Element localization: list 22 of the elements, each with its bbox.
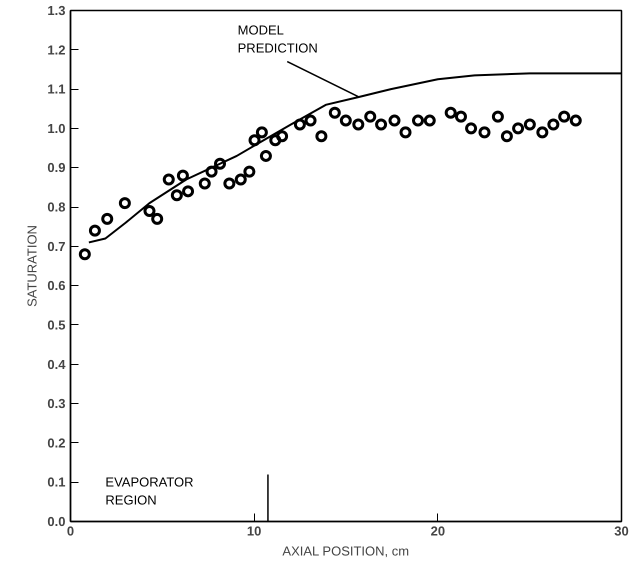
y-tick-label: 1.3 [47, 3, 66, 18]
x-tick-label: 0 [66, 524, 74, 538]
y-tick-label: 0.7 [47, 238, 66, 254]
y-tick-label: 1.0 [47, 120, 66, 136]
ref-line-label: EVAPORATOR REGION [105, 474, 194, 508]
y-tick-label: 0.3 [47, 396, 66, 412]
y-axis-title: SATURATION [24, 225, 40, 307]
y-tick-label: 0.1 [47, 474, 66, 490]
y-tick-label: 0.5 [47, 317, 66, 332]
y-tick-label: 0.0 [47, 514, 66, 529]
y-tick-label: 1.2 [47, 42, 66, 58]
y-tick-label: 0.9 [47, 160, 66, 176]
y-tick-label: 0.2 [47, 435, 66, 450]
annotation: MODEL PREDICTION [238, 22, 318, 56]
x-tick-label: 30 [614, 524, 629, 538]
y-tick-label: 0.8 [47, 200, 66, 215]
x-tick-label: 20 [430, 524, 446, 538]
x-axis-title: AXIAL POSITION, cm [282, 544, 410, 558]
y-tick-label: 0.4 [47, 356, 66, 372]
y-tick-label: 0.6 [47, 278, 66, 294]
x-tick-label: 10 [246, 524, 262, 538]
y-tick-label: 1.1 [47, 82, 66, 97]
